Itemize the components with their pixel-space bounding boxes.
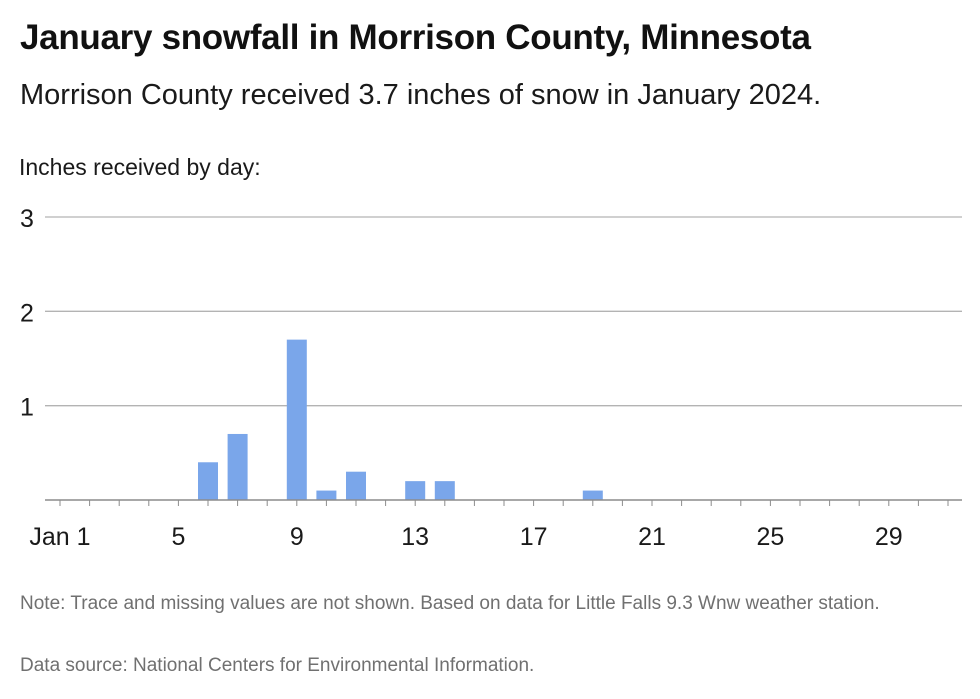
x-tick-label-13: 13 xyxy=(401,523,429,551)
bar-day-19 xyxy=(582,490,603,500)
y-tick-label-1: 1 xyxy=(20,394,34,422)
x-tick-label-29: 29 xyxy=(875,523,903,551)
bar-day-14 xyxy=(434,481,455,500)
bar-day-13 xyxy=(405,481,426,500)
x-tick-labels: Jan 1 5 9 13 17 21 25 29 xyxy=(29,523,902,551)
chart-title: January snowfall in Morrison County, Min… xyxy=(20,18,811,57)
y-tick-labels: 1 2 3 xyxy=(20,205,34,422)
y-tick-label-2: 2 xyxy=(20,299,34,327)
data-source: Data source: National Centers for Enviro… xyxy=(20,655,535,676)
x-tick-label-9: 9 xyxy=(290,523,304,551)
x-tick-label-1: Jan 1 xyxy=(29,523,90,551)
bar-day-6 xyxy=(198,462,218,500)
bar-day-10 xyxy=(316,490,337,500)
y-axis-label: Inches received by day: xyxy=(19,154,261,180)
gridlines xyxy=(45,216,962,407)
x-tick-label-25: 25 xyxy=(756,523,784,551)
x-axis xyxy=(45,499,962,506)
y-tick-label-3: 3 xyxy=(20,205,34,233)
bar-day-11 xyxy=(346,471,366,500)
chart-subtitle: Morrison County received 3.7 inches of s… xyxy=(20,79,822,111)
bar-day-9 xyxy=(286,339,307,500)
x-tick-label-21: 21 xyxy=(638,523,666,551)
bar-day-7 xyxy=(227,433,248,500)
chart-note: Note: Trace and missing values are not s… xyxy=(20,593,880,614)
bars xyxy=(198,339,603,500)
x-tick-label-5: 5 xyxy=(171,523,185,551)
x-tick-label-17: 17 xyxy=(520,523,548,551)
